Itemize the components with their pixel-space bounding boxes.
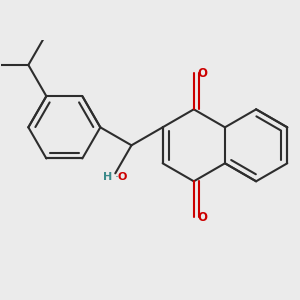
Text: H: H bbox=[103, 172, 112, 182]
Text: O: O bbox=[197, 67, 207, 80]
Text: ·: · bbox=[115, 171, 119, 184]
Text: O: O bbox=[118, 172, 127, 182]
Text: O: O bbox=[197, 211, 207, 224]
